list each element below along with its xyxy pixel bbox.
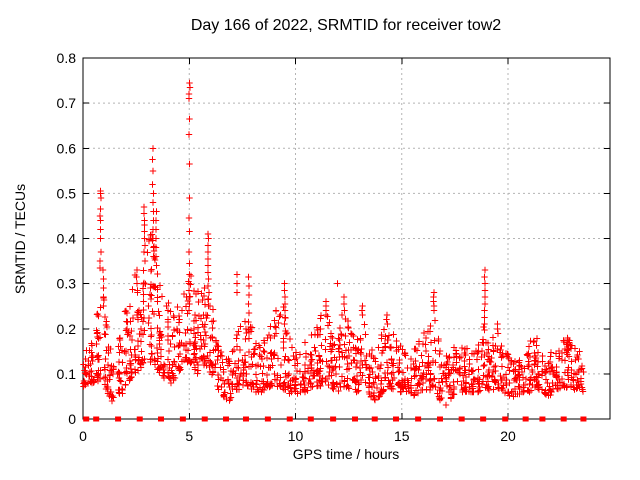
y-tick-label: 0.8 xyxy=(57,50,77,66)
chart-title: Day 166 of 2022, SRMTID for receiver tow… xyxy=(191,17,501,34)
y-tick-label: 0.6 xyxy=(57,140,77,156)
y-tick-label: 0.4 xyxy=(57,231,77,247)
arc-start-marker xyxy=(352,416,358,422)
arc-start-marker xyxy=(539,416,546,422)
y-axis-label: SRMTID / TECUs xyxy=(12,184,28,294)
arc-start-marker xyxy=(480,416,487,422)
arc-start-marker xyxy=(502,416,509,422)
arc-start-marker xyxy=(93,416,100,422)
arc-start-marker xyxy=(115,416,122,422)
arc-start-marker xyxy=(136,416,143,422)
arc-start-marker xyxy=(179,416,186,422)
arc-start-marker xyxy=(580,416,587,422)
arc-start-marker xyxy=(371,416,378,422)
arc-start-marker xyxy=(560,416,567,422)
arc-start-marker xyxy=(393,416,400,422)
x-tick-label: 5 xyxy=(185,428,193,444)
y-tick-label: 0.5 xyxy=(57,185,77,201)
arc-start-marker xyxy=(522,416,529,422)
x-tick-label: 10 xyxy=(288,428,304,444)
arc-start-marker xyxy=(330,416,337,422)
arc-start-marker xyxy=(201,416,208,422)
arc-start-marker xyxy=(242,416,249,422)
arc-start-marker xyxy=(83,416,90,422)
srmtid-scatter-points xyxy=(80,79,587,409)
y-tick-label: 0.1 xyxy=(57,366,77,382)
x-axis-label: GPS time / hours xyxy=(293,446,400,462)
axis-tick-labels: 0 5 10 15 20 0 0.1 0.2 0.3 0.4 0.5 0.6 0.7 0.8 xyxy=(57,50,516,444)
arc-start-marker xyxy=(437,416,443,422)
y-tick-label: 0.2 xyxy=(57,321,77,337)
x-tick-label: 20 xyxy=(500,428,516,444)
x-tick-label: 15 xyxy=(394,428,410,444)
y-tick-label: 0.7 xyxy=(57,95,77,111)
arc-start-marker xyxy=(223,416,230,422)
arc-start-marker xyxy=(307,416,314,422)
x-tick-label: 0 xyxy=(79,428,87,444)
arc-start-marker xyxy=(458,416,465,422)
data-points xyxy=(80,79,587,422)
arc-start-marker xyxy=(157,416,164,422)
arc-start-marker xyxy=(415,416,422,422)
y-tick-label: 0 xyxy=(68,411,76,427)
arc-start-marker xyxy=(264,416,271,422)
arc-start-marker xyxy=(286,416,293,422)
y-tick-label: 0.3 xyxy=(57,276,77,292)
